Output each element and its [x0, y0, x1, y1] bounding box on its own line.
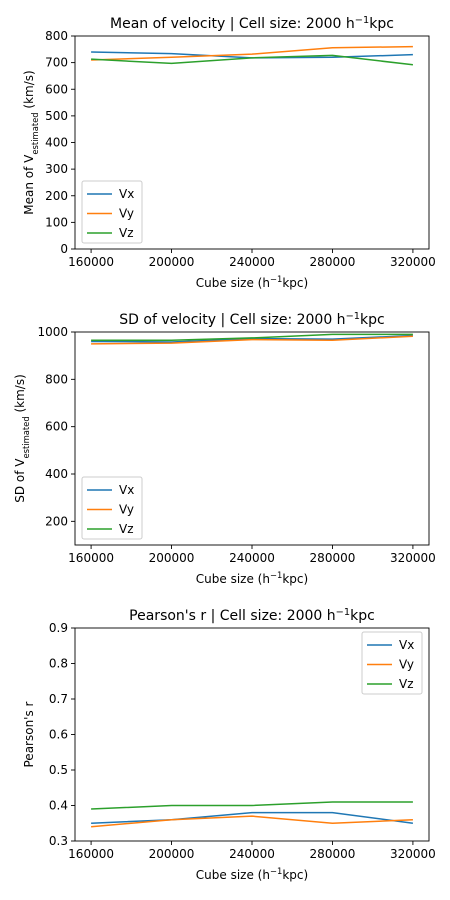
chart-title-part: −1	[355, 15, 369, 26]
series-line-vy	[91, 335, 413, 345]
chart-panel-2: 160000 200000 240000 280000 320000 200 400 600 8…	[13, 311, 436, 587]
y-tick-label: 600	[45, 420, 68, 434]
chart-title: SD of velocity | Cell size: 2000 h−1kpc	[119, 311, 384, 329]
x-tick-label: 160000	[68, 847, 114, 861]
x-tick-label: 320000	[390, 255, 436, 269]
y-axis-label-part: Pearson's r	[22, 701, 36, 767]
chart-title-part: Mean of velocity | Cell size: 2000 h	[110, 16, 355, 32]
x-tick-label: 240000	[229, 551, 275, 565]
series-line-vz	[91, 333, 413, 342]
chart-title-part: −1	[336, 607, 350, 618]
x-tick-label: 200000	[149, 255, 195, 269]
x-tick-label: 240000	[229, 255, 275, 269]
x-axis-label-part: −1	[270, 866, 282, 876]
legend-box	[361, 631, 423, 695]
x-axis-label-part: −1	[270, 570, 282, 580]
legend-label-vx: Vx	[399, 638, 414, 652]
chart-title: Mean of velocity | Cell size: 2000 h−1kp…	[110, 15, 394, 33]
x-tick-label: 320000	[390, 847, 436, 861]
x-axis-label-part: Cube size (h	[196, 276, 270, 290]
y-tick-label: 200	[45, 514, 68, 528]
x-axis-label: Cube size (h−1kpc)	[196, 274, 308, 290]
y-tick-label: 1000	[37, 325, 68, 339]
legend-label-vz: Vz	[119, 522, 134, 536]
y-tick-label: 0.9	[49, 621, 68, 635]
legend: Vx Vy Vz	[81, 476, 143, 540]
y-axis-label-part: (km/s)	[13, 374, 27, 416]
x-tick-label: 160000	[68, 255, 114, 269]
legend-box	[81, 180, 143, 244]
chart-title-part: Pearson's r | Cell size: 2000 h	[129, 608, 335, 624]
legend: Vx Vy Vz	[361, 631, 423, 695]
x-tick-label: 240000	[229, 847, 275, 861]
x-axis-label-part: kpc)	[282, 868, 308, 882]
y-tick-label: 0.3	[49, 834, 68, 848]
x-tick-label: 280000	[310, 255, 356, 269]
legend-label-vz: Vz	[399, 677, 414, 691]
x-tick-label: 200000	[149, 847, 195, 861]
x-tick-label: 160000	[68, 551, 114, 565]
y-tick-label: 400	[45, 136, 68, 150]
chart-title-part: kpc	[350, 608, 375, 624]
y-axis-label-part: estimated	[21, 416, 31, 458]
y-tick-label: 400	[45, 467, 68, 481]
x-axis-label-part: kpc)	[282, 572, 308, 586]
y-tick-label: 700	[45, 56, 68, 70]
chart-title-part: kpc	[369, 16, 394, 32]
x-axis-label-part: Cube size (h	[196, 572, 270, 586]
chart-panels: 160000 200000 240000 280000 320000 0 100 200 300…	[13, 15, 436, 883]
legend-label-vy: Vy	[399, 658, 414, 672]
y-tick-label: 0	[60, 242, 68, 256]
y-tick-label: 100	[45, 215, 68, 229]
series-line-vz	[91, 801, 413, 810]
y-tick-label: 0.6	[49, 728, 68, 742]
series-line-vy	[91, 45, 413, 61]
y-axis-label: Pearson's r	[22, 701, 36, 767]
y-axis-label-part: Mean of V	[22, 154, 36, 215]
series-line-vz	[91, 54, 413, 66]
y-tick-label: 0.4	[49, 799, 68, 813]
y-tick-label: 200	[45, 189, 68, 203]
legend-label-vz: Vz	[119, 226, 134, 240]
y-tick-label: 300	[45, 162, 68, 176]
chart-title-part: SD of velocity | Cell size: 2000 h	[119, 312, 345, 328]
chart-panel-3: 160000 200000 240000 280000 320000 0.3 0.4 0.5 0…	[22, 607, 436, 883]
x-axis-label-part: Cube size (h	[196, 868, 270, 882]
y-tick-label: 0.7	[49, 692, 68, 706]
legend-label-vy: Vy	[119, 503, 134, 517]
chart-title-part: −1	[346, 311, 360, 322]
chart-title-part: kpc	[360, 312, 385, 328]
x-tick-label: 320000	[390, 551, 436, 565]
legend-label-vx: Vx	[119, 187, 134, 201]
y-tick-label: 800	[45, 372, 68, 386]
chart-panel-1: 160000 200000 240000 280000 320000 0 100 200 300…	[22, 15, 436, 291]
x-tick-label: 280000	[310, 847, 356, 861]
y-axis-label: SD of Vestimated (km/s)	[13, 374, 31, 503]
x-axis-label: Cube size (h−1kpc)	[196, 570, 308, 586]
series-line-vy	[91, 815, 413, 828]
legend-label-vy: Vy	[119, 207, 134, 221]
legend: Vx Vy Vz	[81, 180, 143, 244]
x-tick-label: 280000	[310, 551, 356, 565]
x-tick-label: 200000	[149, 551, 195, 565]
series-line-vx	[91, 811, 414, 824]
legend-box	[81, 476, 143, 540]
legend-label-vx: Vx	[119, 483, 134, 497]
y-tick-label: 600	[45, 82, 68, 96]
y-axis-label-part: SD of V	[13, 458, 27, 503]
x-axis-label: Cube size (h−1kpc)	[196, 866, 308, 882]
chart-title: Pearson's r | Cell size: 2000 h−1kpc	[129, 607, 375, 625]
y-axis-label-part: estimated	[30, 112, 40, 154]
y-axis-label: Mean of Vestimated (km/s)	[22, 70, 40, 214]
y-tick-label: 800	[45, 29, 68, 43]
x-axis-label-part: kpc)	[282, 276, 308, 290]
y-tick-label: 0.5	[49, 763, 68, 777]
y-axis-label-part: (km/s)	[22, 70, 36, 112]
y-tick-label: 0.8	[49, 657, 68, 671]
y-tick-label: 500	[45, 109, 68, 123]
x-axis-label-part: −1	[270, 274, 282, 284]
